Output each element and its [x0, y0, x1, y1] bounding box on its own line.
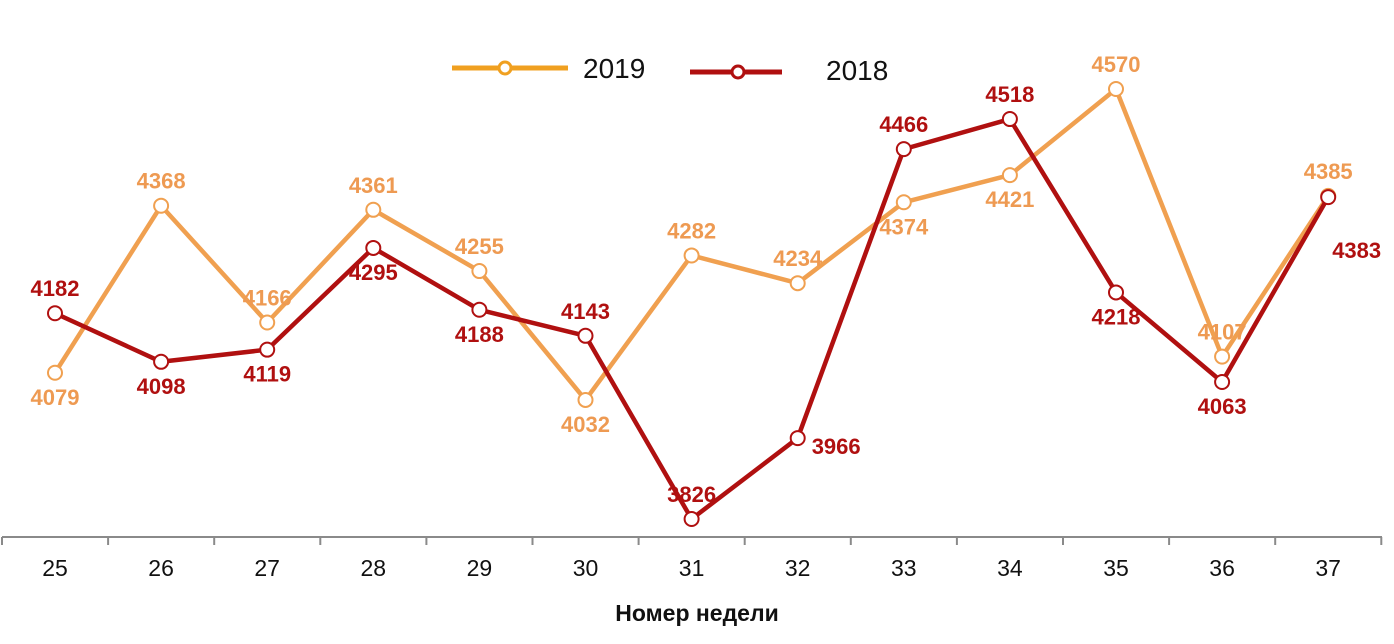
- data-point-2018: [577, 327, 594, 344]
- x-tick-label: 29: [467, 555, 493, 581]
- data-label-2019: 4570: [1092, 52, 1141, 77]
- data-label-2019: 4079: [31, 385, 80, 410]
- data-label-2018: 4063: [1198, 394, 1247, 419]
- data-label-2019: 4368: [137, 169, 186, 194]
- x-tick-label: 35: [1103, 555, 1129, 581]
- data-label-2019: 4166: [243, 285, 292, 310]
- data-point-2018: [1108, 284, 1124, 301]
- data-label-2018: 3826: [667, 482, 716, 507]
- data-label-2018: 4098: [137, 374, 186, 399]
- data-labels-layer: 4079 4368 4166 4361 4255 4032 4282 4234 4374 4421…: [31, 52, 1382, 507]
- x-tick-label: 30: [573, 555, 599, 581]
- legend: 2019 2018: [452, 53, 888, 86]
- data-label-2019: 4385: [1304, 159, 1353, 184]
- data-point-2018: [1214, 374, 1231, 391]
- data-point-2018: [365, 239, 382, 256]
- x-axis-title: Номер недели: [615, 600, 778, 626]
- data-point-2019: [47, 364, 63, 381]
- data-point-2018: [789, 430, 806, 447]
- data-label-2018: 4466: [879, 112, 928, 137]
- legend-marker-2018: [730, 64, 746, 80]
- data-label-2018: 4518: [985, 82, 1034, 107]
- data-point-2018: [259, 341, 276, 358]
- x-axis: 25 26 27 28 29 30 31 32 33 34 35 36 37: [1, 536, 1383, 581]
- data-point-2019: [1108, 81, 1124, 97]
- data-label-2018: 4188: [455, 322, 504, 347]
- legend-item-2018: 2018: [690, 55, 888, 86]
- data-point-2019: [153, 197, 170, 214]
- x-tick-label: 31: [679, 555, 705, 581]
- x-tick-label: 33: [891, 555, 917, 581]
- x-tick-label: 27: [254, 555, 280, 581]
- data-label-2019: 4361: [349, 173, 398, 198]
- data-point-2018: [153, 353, 170, 370]
- legend-item-2019: 2019: [452, 53, 645, 84]
- data-point-2018: [47, 305, 63, 322]
- x-tick-label: 36: [1209, 555, 1235, 581]
- data-point-2019: [577, 391, 594, 408]
- data-label-2019: 4107: [1198, 320, 1247, 345]
- x-tick-label: 34: [997, 555, 1023, 581]
- data-point-2019: [259, 314, 276, 331]
- data-point-2019: [895, 194, 912, 211]
- data-point-2018: [471, 301, 488, 318]
- x-tick-label: 32: [785, 555, 811, 581]
- data-label-2019: 4234: [773, 246, 823, 271]
- x-tick-label: 37: [1315, 555, 1341, 581]
- data-label-2018: 4143: [561, 299, 610, 324]
- data-label-2019: 4374: [879, 214, 929, 239]
- data-point-2019: [683, 247, 700, 264]
- data-label-2018: 4182: [31, 276, 80, 301]
- data-point-2018: [1001, 111, 1018, 128]
- data-point-2019: [1001, 167, 1018, 184]
- data-point-2018: [1320, 189, 1337, 206]
- data-point-2019: [1214, 348, 1231, 365]
- data-label-2019: 4255: [455, 234, 504, 259]
- data-label-2018: 4383: [1332, 238, 1381, 263]
- data-point-2019: [365, 201, 382, 218]
- data-point-2019: [789, 275, 806, 292]
- x-tick-label: 26: [148, 555, 174, 581]
- data-label-2018: 4119: [243, 362, 291, 387]
- data-point-2018: [895, 141, 912, 158]
- data-label-2019: 4032: [561, 412, 610, 437]
- data-label-2019: 4421: [985, 187, 1034, 212]
- data-label-2018: 4218: [1092, 304, 1141, 329]
- data-label-2019: 4282: [667, 218, 716, 243]
- legend-label-2018: 2018: [826, 55, 888, 86]
- data-point-2019: [471, 263, 488, 280]
- legend-label-2019: 2019: [583, 53, 645, 84]
- legend-marker-2019: [497, 60, 513, 76]
- x-tick-label: 28: [361, 555, 387, 581]
- series-layer: [47, 81, 1337, 527]
- data-point-2018: [683, 511, 700, 527]
- x-tick-label: 25: [42, 555, 68, 581]
- data-label-2018: 4295: [349, 260, 398, 285]
- data-label-2018: 3966: [812, 434, 861, 459]
